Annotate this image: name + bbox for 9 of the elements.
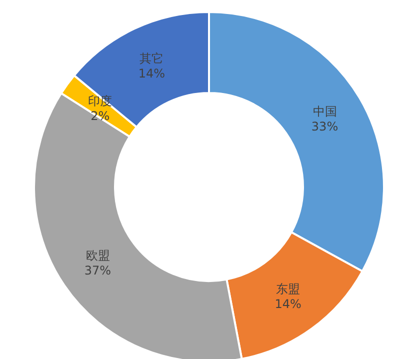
slice-label: 东盟 xyxy=(276,282,300,296)
data-label: 33% xyxy=(311,120,338,134)
slice-label: 印度 xyxy=(88,94,112,108)
slice-label: 其它 xyxy=(140,51,164,66)
slice-label: 中国 xyxy=(312,104,337,119)
data-label: 37% xyxy=(84,264,112,278)
slice-label: 欧盟 xyxy=(86,248,110,263)
data-label: 14% xyxy=(138,66,166,80)
data-label: 14% xyxy=(274,296,302,311)
